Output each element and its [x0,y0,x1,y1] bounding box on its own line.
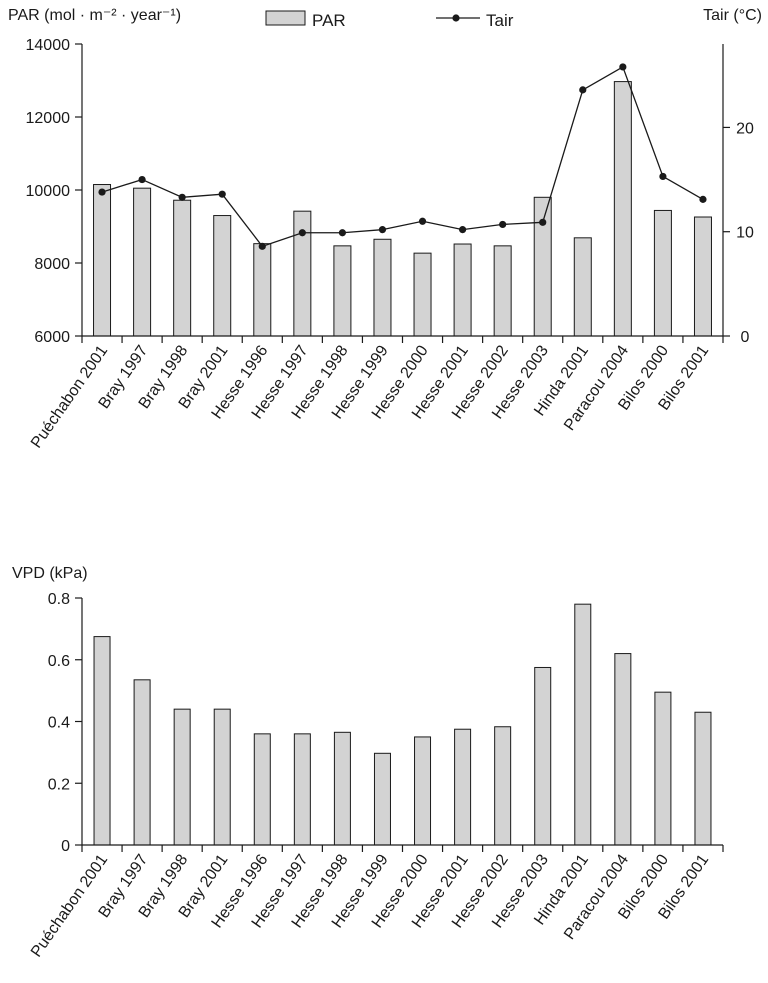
tair-point [258,242,266,250]
vpd-bar [253,733,271,846]
par-y-tick-label: 14000 [26,37,71,54]
tair-point [298,229,306,237]
tair-point [539,218,547,226]
par-y-tick-label: 12000 [26,110,71,127]
par-bar [493,245,512,337]
tair-point [499,220,507,229]
par-bar [213,215,232,337]
legend-par-swatch [265,10,306,26]
vpd-bar [373,752,391,846]
par-bar [653,209,672,337]
par-bar [533,196,552,337]
tair-point [699,195,707,203]
tair-point [418,217,427,225]
vpd-bar [494,726,512,846]
par-bar [453,243,472,337]
tair-point [579,86,587,94]
tair-point [178,193,186,201]
vpd-bar [213,708,231,846]
vpd-y-tick-label: 0.8 [48,591,70,608]
par-bar [413,252,432,337]
tair-y-tick-label: 20 [736,120,754,137]
par-bar [253,243,272,337]
vpd-y-tick-label: 0.2 [48,776,70,793]
par-bar [693,216,712,337]
tair-line [101,65,704,248]
par-bar [373,238,392,337]
tair-point [619,63,627,71]
legend-tair-label: Tair [486,11,514,30]
vpd-bar [93,636,111,846]
vpd-y-tick-label: 0 [61,838,70,855]
tair-point [458,226,467,234]
vpd-bar [293,733,311,846]
par-y-tick-label: 8000 [34,256,70,273]
tair-point [98,188,106,196]
vpd-y-tick-label: 0.6 [48,653,70,670]
par-bar [133,187,152,337]
tair-point [338,229,347,237]
vpd-bar [133,679,151,846]
vpd-bar [534,666,552,846]
tair-point [659,172,667,181]
legend-par-label: PAR [312,11,346,30]
vpd-bar [574,603,592,846]
tair-point [218,190,226,198]
vpd-bar [173,708,191,846]
par-y-tick-label: 10000 [26,183,71,200]
vpd-bar [614,653,632,846]
vpd-bar [454,728,472,846]
legend-tair-marker [452,14,460,22]
vpd-y-tick-label: 0.4 [48,715,70,732]
tair-point [378,226,387,234]
par-bar [173,199,192,337]
vpd-axis-title: VPD (kPa) [12,565,88,582]
vpd-bar [654,691,672,846]
tair-axis-title: Tair (°C) [703,7,762,24]
vpd-bar [694,711,712,846]
vpd-bar [333,731,351,846]
par-bar [573,237,592,337]
par-axis-title: PAR (mol · m⁻² · year⁻¹) [8,7,181,24]
tair-y-tick-label: 10 [736,225,754,242]
par-bar [333,245,352,337]
vpd-bar [414,736,432,846]
par-bar [613,81,632,337]
par-y-tick-label: 6000 [34,329,70,346]
par-bar [93,184,112,337]
tair-point [138,175,146,184]
tair-y-tick-label: 0 [741,329,750,346]
